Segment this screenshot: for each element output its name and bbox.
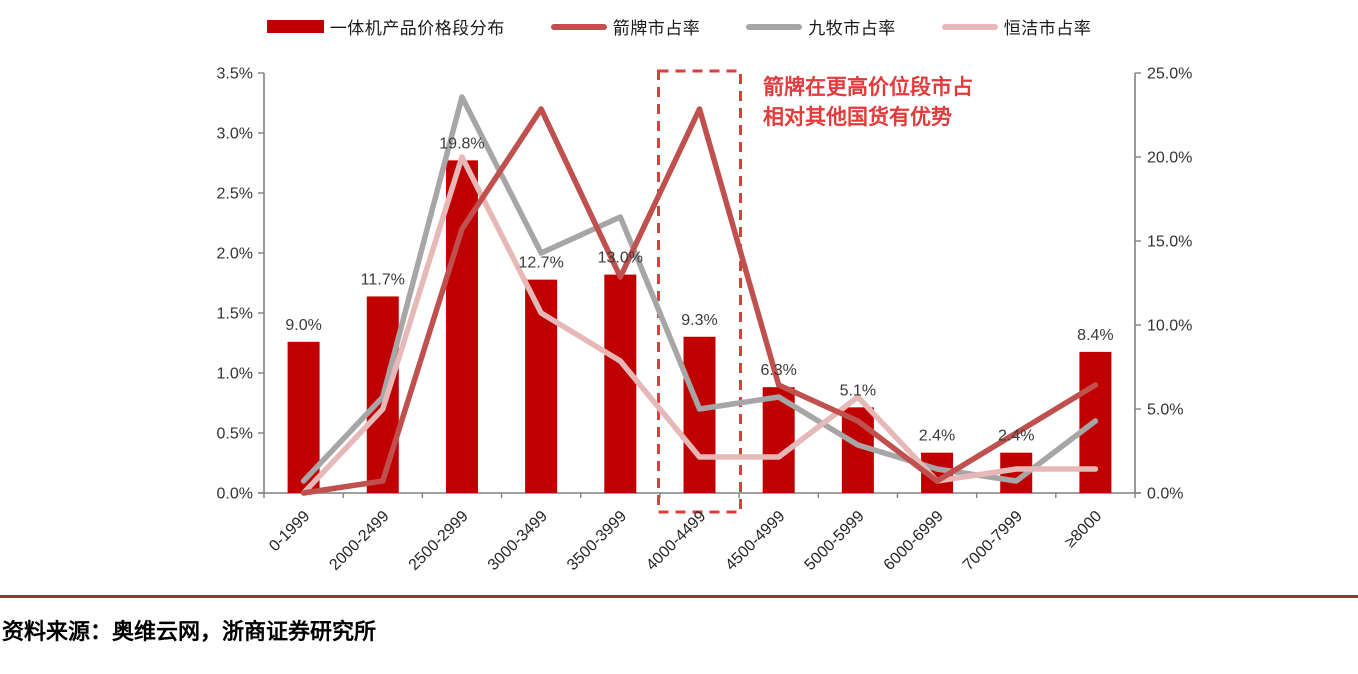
left-axis-tick-label: 2.0% bbox=[217, 246, 253, 263]
legend-item-3: 恒洁市占率 bbox=[941, 14, 1092, 39]
legend-label: 九牧市占率 bbox=[808, 19, 896, 38]
x-axis-label-5000-5999: 5000-5999 bbox=[802, 508, 868, 574]
bar-label-4500-4999: 6.3% bbox=[760, 362, 796, 379]
x-axis-label-2500-2999: 2500-2999 bbox=[406, 508, 472, 574]
legend-label: 一体机产品价格段分布 bbox=[329, 19, 505, 38]
legend-label: 箭牌市占率 bbox=[612, 19, 701, 38]
annotation-line-1: 箭牌在更高价位段市占 bbox=[763, 75, 973, 99]
legend-item-0: 一体机产品价格段分布 bbox=[266, 14, 505, 39]
footer-rule bbox=[0, 595, 1358, 598]
left-axis-tick-label: 1.0% bbox=[217, 366, 253, 383]
bar-label-≥8000: 8.4% bbox=[1077, 327, 1113, 344]
source-text: 资料来源：奥维云网，浙商证券研究所 bbox=[2, 619, 377, 644]
annotation: 箭牌在更高价位段市占 相对其他国货有优势 bbox=[763, 72, 1043, 133]
line-九牧市占率 bbox=[300, 94, 1099, 484]
right-axis-tick-label: 10.0% bbox=[1147, 318, 1192, 335]
bar-label-3000-3499: 12.7% bbox=[518, 255, 563, 272]
x-axis-label-2000-2499: 2000-2499 bbox=[326, 508, 392, 574]
bar-label-4000-4499: 9.3% bbox=[681, 312, 717, 329]
left-axis-tick-label: 1.5% bbox=[217, 306, 253, 323]
line-恒洁市占率 bbox=[300, 154, 1099, 496]
legend-line-swatch bbox=[746, 23, 803, 30]
x-axis-label-4500-4999: 4500-4999 bbox=[722, 508, 788, 574]
left-axis-tick-label: 0.5% bbox=[217, 426, 253, 443]
bar-label-3500-3999: 13.0% bbox=[598, 250, 643, 267]
right-axis-tick-label: 25.0% bbox=[1147, 66, 1192, 83]
bar-label-5000-5999: 5.1% bbox=[840, 382, 876, 399]
x-axis-label-3000-3499: 3000-3499 bbox=[485, 508, 551, 574]
highlight-box bbox=[657, 69, 742, 514]
left-axis-tick-label: 3.0% bbox=[217, 126, 253, 143]
legend-bar-swatch bbox=[266, 20, 324, 33]
x-axis-label-0-1999: 0-1999 bbox=[266, 508, 313, 555]
right-axis-tick-label: 15.0% bbox=[1147, 234, 1192, 251]
bar-4000-4499 bbox=[683, 336, 716, 493]
legend-line-swatch bbox=[941, 23, 998, 30]
legend-item-2: 九牧市占率 bbox=[746, 14, 896, 39]
x-axis-label-4000-4499: 4000-4499 bbox=[643, 508, 709, 574]
legend: 一体机产品价格段分布 箭牌市占率 九牧市占率 恒洁市占率 bbox=[0, 14, 1358, 39]
annotation-line-2: 相对其他国货有优势 bbox=[763, 105, 952, 130]
legend-item-1: 箭牌市占率 bbox=[550, 14, 701, 39]
legend-line-swatch bbox=[550, 23, 607, 30]
bar-label-7000-7999: 2.4% bbox=[998, 428, 1034, 445]
bar-label-2000-2499: 11.7% bbox=[361, 271, 405, 288]
legend-label: 恒洁市占率 bbox=[1003, 19, 1092, 38]
left-axis-tick-label: 3.5% bbox=[217, 66, 253, 83]
bar-label-6000-6999: 2.4% bbox=[919, 428, 955, 445]
right-axis-tick-label: 0.0% bbox=[1147, 486, 1183, 503]
right-axis-tick-label: 20.0% bbox=[1147, 150, 1192, 167]
left-axis-tick-label: 0.0% bbox=[217, 486, 253, 503]
bar-label-2500-2999: 19.8% bbox=[439, 135, 484, 152]
left-axis-tick-label: 2.5% bbox=[217, 186, 253, 203]
right-axis-tick-label: 5.0% bbox=[1147, 402, 1183, 419]
combo-chart: 0.0% 0.5% 1.0% 1.5% 2.0% 2.5% 3.0% 3.5% 0.0% 5.0%… bbox=[217, 66, 1193, 574]
x-axis-label-3500-3999: 3500-3999 bbox=[564, 508, 630, 574]
x-axis-label-7000-7999: 7000-7999 bbox=[960, 508, 1026, 574]
x-axis-label-6000-6999: 6000-6999 bbox=[881, 508, 947, 574]
x-axis-label-≥8000: ≥8000 bbox=[1062, 508, 1105, 551]
line-箭牌市占率 bbox=[300, 106, 1099, 496]
bar-label-0-1999: 9.0% bbox=[285, 317, 321, 334]
bar-3500-3999 bbox=[604, 274, 637, 493]
